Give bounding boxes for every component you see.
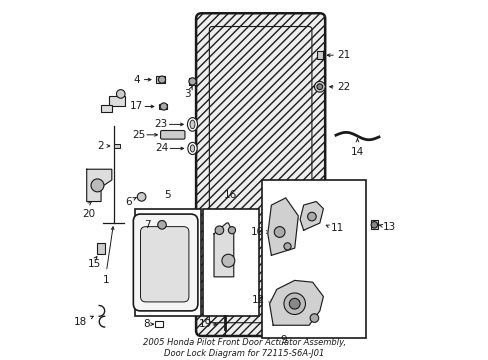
Text: 17: 17: [130, 102, 143, 112]
Polygon shape: [214, 223, 233, 277]
Bar: [135, 209, 201, 316]
Circle shape: [274, 226, 285, 237]
Bar: [114, 144, 120, 148]
Text: 14: 14: [350, 147, 364, 157]
Circle shape: [222, 254, 234, 267]
Circle shape: [158, 221, 166, 229]
Text: 10: 10: [250, 227, 264, 237]
FancyBboxPatch shape: [133, 214, 198, 311]
Circle shape: [160, 103, 167, 110]
Circle shape: [284, 293, 305, 315]
Circle shape: [137, 193, 145, 201]
Circle shape: [228, 226, 235, 234]
Text: 22: 22: [337, 82, 350, 93]
Text: 19: 19: [198, 319, 211, 329]
Text: 2: 2: [98, 141, 104, 151]
Ellipse shape: [187, 118, 197, 131]
Bar: [316, 51, 322, 59]
Text: 16: 16: [223, 190, 236, 200]
Text: 25: 25: [132, 130, 145, 140]
Ellipse shape: [187, 142, 197, 154]
Bar: [370, 220, 377, 229]
Circle shape: [284, 243, 290, 250]
Bar: [262, 180, 366, 338]
Polygon shape: [300, 202, 323, 230]
Text: 5: 5: [164, 190, 170, 200]
Text: 1: 1: [103, 275, 109, 285]
Polygon shape: [86, 169, 112, 202]
Bar: [97, 243, 104, 253]
Circle shape: [309, 314, 318, 322]
Text: 7: 7: [143, 220, 150, 230]
Circle shape: [158, 76, 165, 83]
Ellipse shape: [190, 145, 194, 152]
Text: 2005 Honda Pilot Front Door Actuator Assembly,
Door Lock Diagram for 72115-S6A-J: 2005 Honda Pilot Front Door Actuator Ass…: [142, 338, 346, 357]
Circle shape: [314, 81, 325, 92]
Bar: [101, 105, 112, 112]
Text: 6: 6: [125, 197, 132, 207]
Polygon shape: [267, 198, 298, 255]
Text: 24: 24: [155, 143, 168, 153]
Circle shape: [116, 90, 125, 98]
Bar: [109, 96, 125, 107]
Circle shape: [289, 298, 300, 309]
Text: 12: 12: [251, 295, 265, 305]
Text: 18: 18: [73, 317, 86, 327]
Text: 4: 4: [133, 75, 140, 85]
FancyBboxPatch shape: [140, 226, 188, 302]
Circle shape: [370, 222, 377, 228]
Bar: [203, 209, 258, 316]
Bar: [155, 321, 163, 327]
Text: 20: 20: [82, 209, 95, 219]
Text: 13: 13: [382, 222, 395, 232]
Circle shape: [215, 226, 223, 234]
Circle shape: [188, 78, 196, 85]
Text: 11: 11: [330, 224, 343, 233]
Circle shape: [91, 179, 104, 192]
Circle shape: [307, 212, 316, 221]
Bar: [189, 78, 195, 85]
Ellipse shape: [190, 120, 195, 129]
FancyBboxPatch shape: [196, 13, 325, 336]
Text: 9: 9: [280, 335, 286, 345]
Text: 21: 21: [337, 50, 350, 60]
Polygon shape: [269, 280, 323, 325]
Text: 23: 23: [154, 120, 167, 129]
Bar: [159, 104, 166, 109]
Text: 3: 3: [184, 89, 191, 99]
Text: 8: 8: [143, 319, 150, 329]
Circle shape: [316, 84, 322, 90]
Text: 15: 15: [88, 259, 101, 269]
Bar: [155, 76, 164, 83]
FancyBboxPatch shape: [160, 131, 184, 139]
